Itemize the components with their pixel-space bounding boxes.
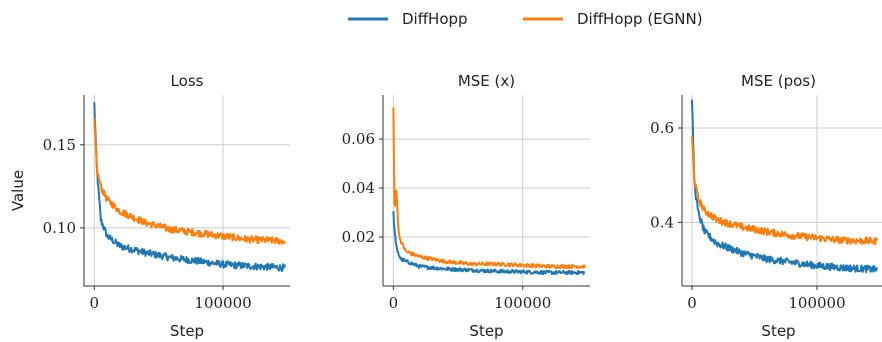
- x-tick-label-0: 0: [90, 294, 100, 312]
- x-tick-label-0: 0: [687, 294, 697, 312]
- series-line-1: [392, 107, 586, 270]
- series-line-0: [691, 99, 878, 274]
- series-line-0: [93, 102, 286, 272]
- panel-1: 0 100000 0.02 0.04 0.06 MSE (x) Step: [342, 72, 590, 340]
- x-tick-label-1: 100000: [194, 294, 251, 312]
- panel-title: Loss: [171, 72, 204, 90]
- y-tick-label-0: 0.4: [650, 213, 674, 231]
- x-axis-label: Step: [469, 322, 503, 340]
- x-tick-label-0: 0: [389, 294, 399, 312]
- y-tick-label-1: 0.6: [650, 119, 674, 137]
- legend-label-1: DiffHopp (EGNN): [577, 10, 703, 28]
- x-axis-label: Step: [761, 322, 795, 340]
- y-tick-label-0: 0.02: [342, 228, 375, 246]
- y-tick-label-0: 0.10: [43, 219, 76, 237]
- series-line-1: [691, 136, 878, 246]
- y-tick-label-1: 0.04: [342, 179, 375, 197]
- legend: DiffHopp DiffHopp (EGNN): [348, 10, 703, 28]
- x-tick-label-1: 100000: [494, 294, 551, 312]
- x-tick-label-1: 100000: [788, 294, 845, 312]
- legend-label-0: DiffHopp: [402, 10, 468, 28]
- panel-2: 0 100000 0.4 0.6 MSE (pos) Step: [650, 72, 882, 340]
- series-line-1: [93, 117, 286, 245]
- panel-0: 0 100000 0.10 0.15 Loss Step Value: [9, 72, 290, 340]
- y-tick-label-2: 0.06: [342, 130, 375, 148]
- panel-title: MSE (x): [458, 72, 515, 90]
- series-line-0: [392, 211, 586, 276]
- panel-title: MSE (pos): [741, 72, 816, 90]
- x-axis-label: Step: [170, 322, 204, 340]
- y-axis-label: Value: [9, 170, 27, 211]
- y-tick-label-1: 0.15: [43, 136, 76, 154]
